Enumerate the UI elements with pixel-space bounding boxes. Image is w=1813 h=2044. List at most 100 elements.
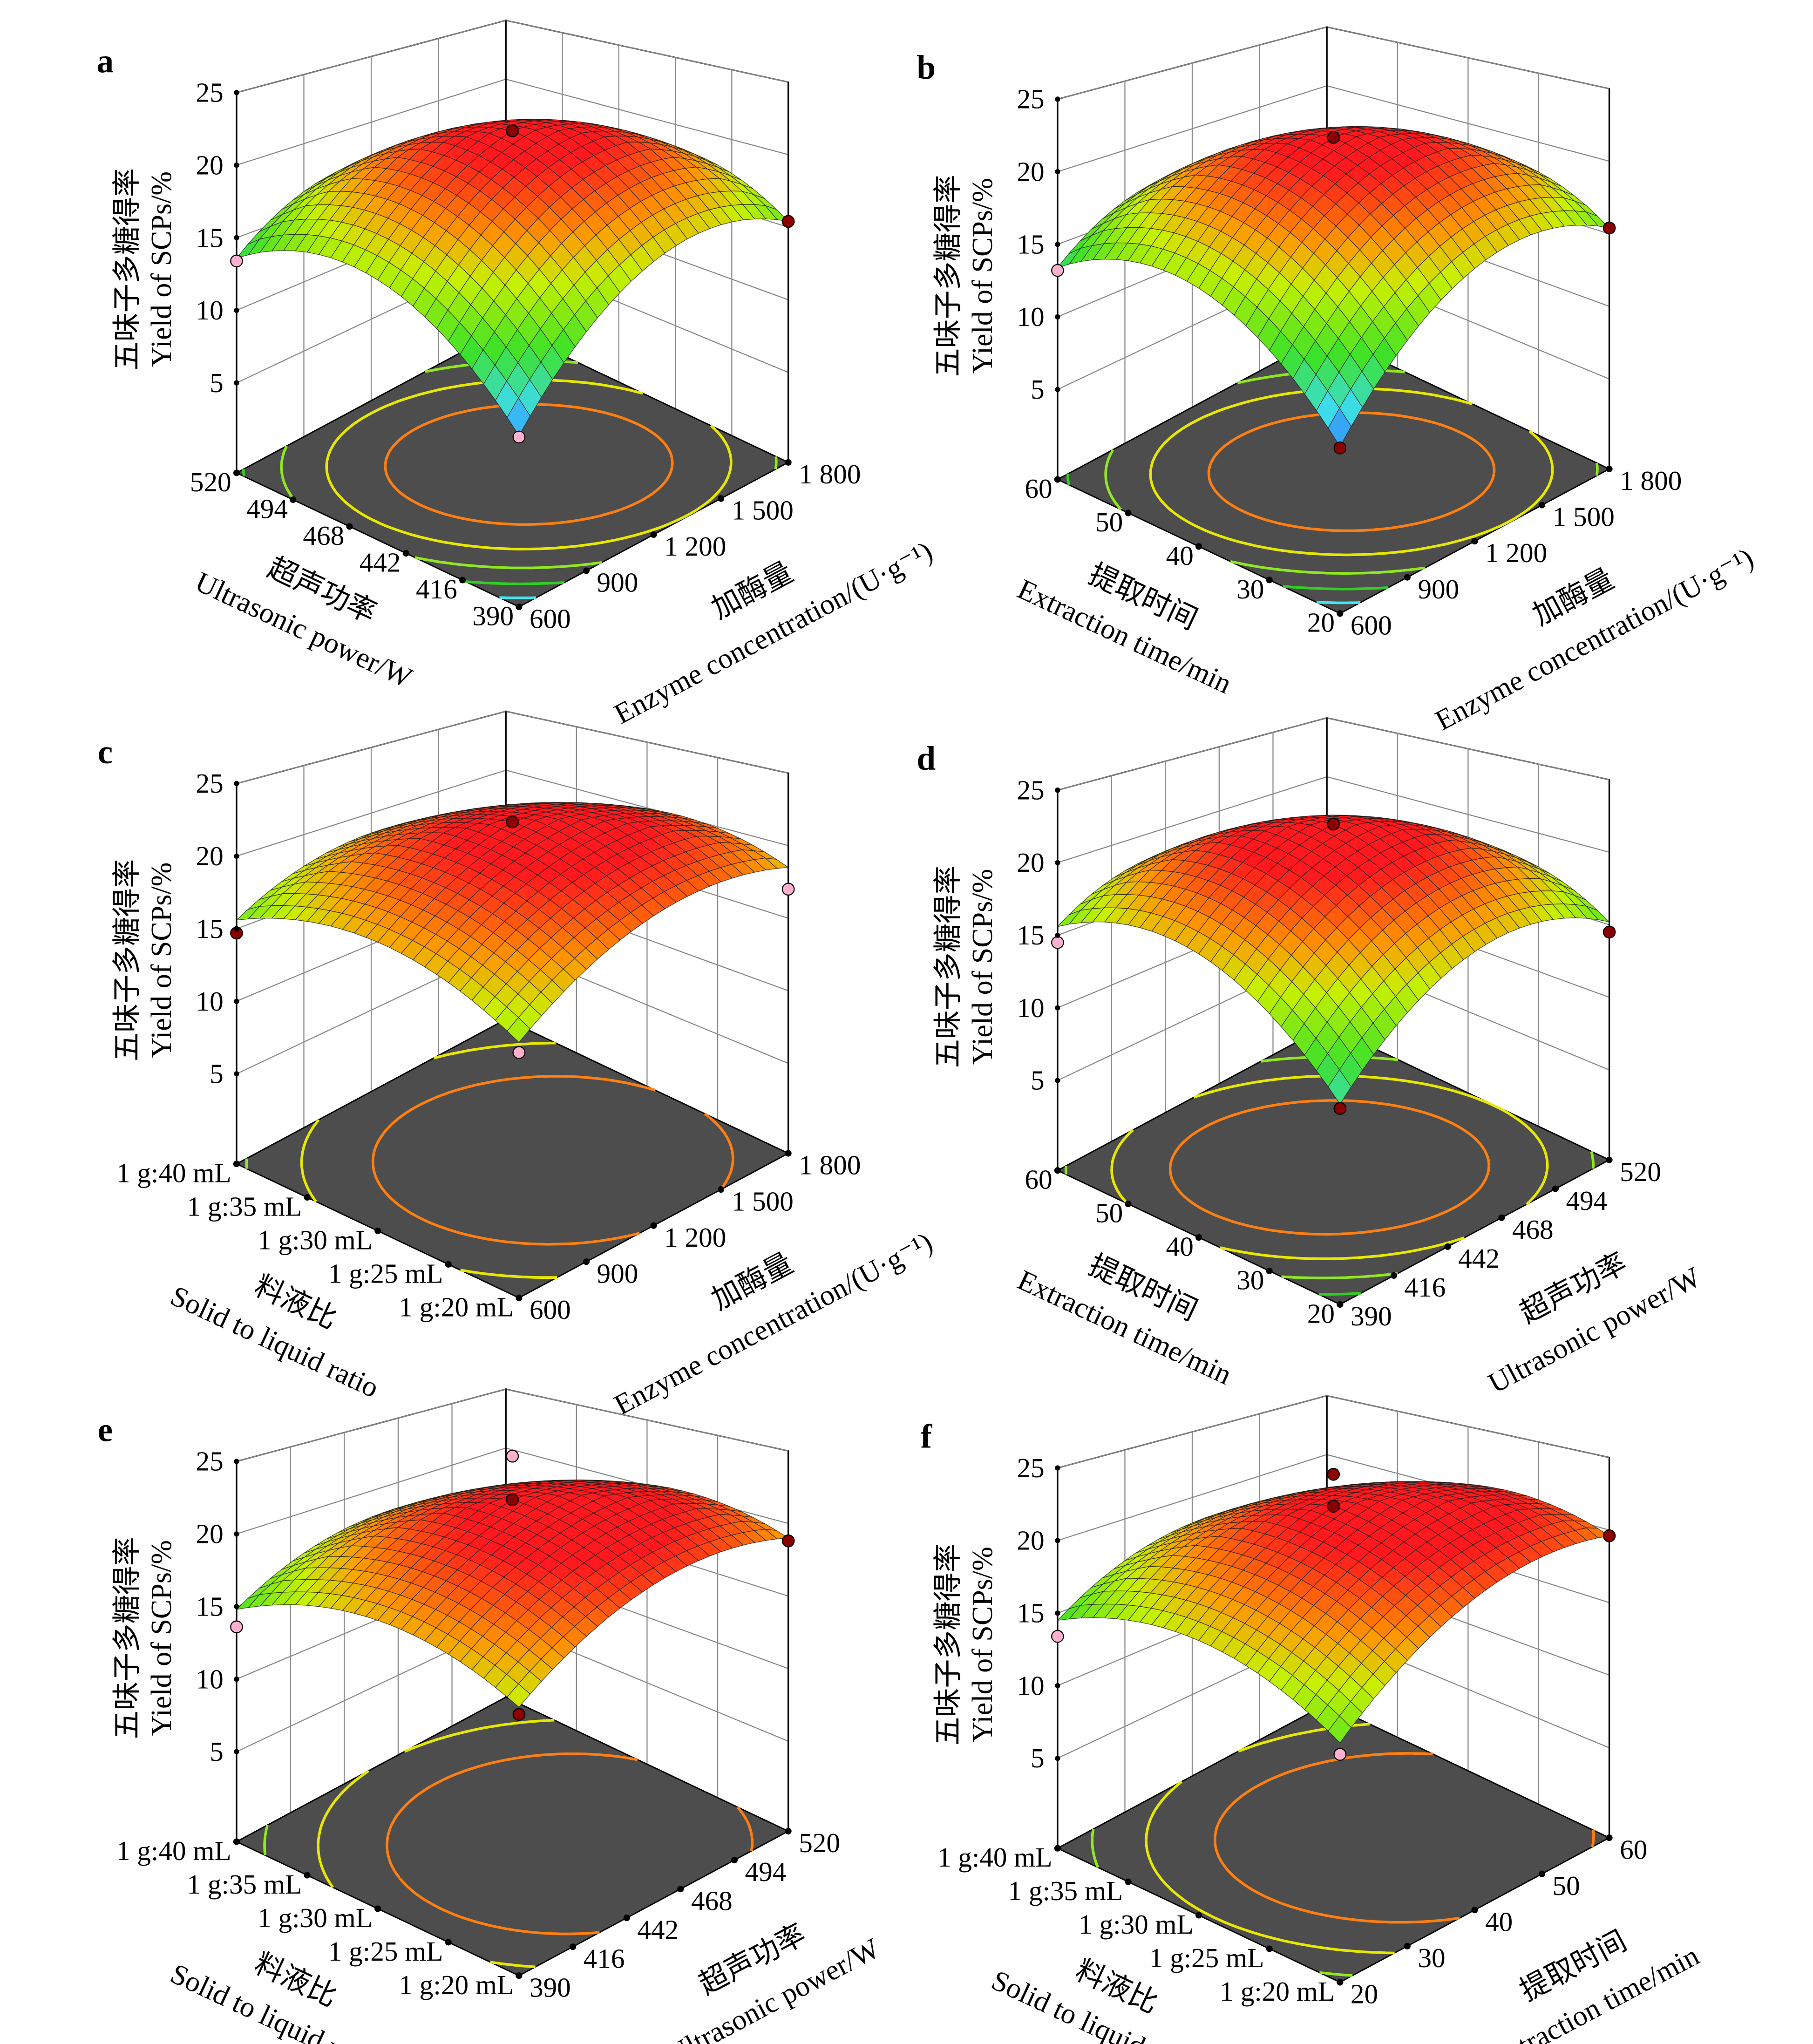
x2-tick-label: 1 500 <box>732 495 794 526</box>
design-point <box>512 1046 526 1059</box>
panel-label: c <box>98 733 113 771</box>
wall-gridline <box>236 20 788 93</box>
x2-tick-label: 600 <box>530 603 571 634</box>
x2-tick-label: 416 <box>584 1943 625 1974</box>
x1-tick-label: 50 <box>1095 507 1123 537</box>
z-tick-label: 15 <box>196 222 224 253</box>
x2-tick-label: 468 <box>691 1885 733 1916</box>
x1-tick-mark <box>1125 509 1132 516</box>
panel-label: f <box>921 1417 933 1455</box>
design-point <box>1327 1500 1340 1513</box>
x2-tick-label: 1 500 <box>1553 502 1615 532</box>
z-tick-label: 5 <box>210 367 224 398</box>
x1-tick-label: 1 g:25 mL <box>1149 1942 1264 1973</box>
z-tick-mark <box>1055 387 1060 392</box>
z-tick-mark <box>1055 96 1060 102</box>
z-axis-title-en: Yield of SCPs/% <box>146 1540 177 1736</box>
panel-label: e <box>98 1411 113 1448</box>
wall-gridline <box>1057 1395 1609 1469</box>
surface-cell <box>1328 1069 1352 1105</box>
x1-tick-label: 40 <box>1166 540 1194 571</box>
response-surface <box>236 802 789 1043</box>
x2-tick-mark <box>1538 1870 1546 1877</box>
contour-line <box>1168 1099 1491 1236</box>
z-tick-mark <box>234 998 239 1004</box>
design-point <box>230 1620 243 1634</box>
x1-tick-mark <box>346 523 353 530</box>
design-point <box>1603 1529 1616 1542</box>
x1-tick-label: 1 g:40 mL <box>116 1835 231 1866</box>
x2-tick-label: 1 200 <box>1485 537 1547 568</box>
x2-tick-mark <box>1606 1156 1613 1163</box>
z-axis-title-cn: 五味子多糖得率 <box>112 1537 143 1739</box>
x2-tick-mark <box>1337 610 1344 617</box>
z-tick-mark <box>234 1749 239 1755</box>
x2-tick-mark <box>583 1258 590 1265</box>
x1-tick-mark <box>1054 1167 1061 1174</box>
x1-tick-mark <box>1054 476 1061 483</box>
z-tick-label: 25 <box>1017 84 1044 115</box>
x2-tick-mark <box>1552 1185 1559 1192</box>
x1-tick-label: 50 <box>1095 1198 1123 1229</box>
x2-tick-mark <box>650 531 657 538</box>
x2-tick-label: 600 <box>530 1294 571 1325</box>
z-tick-label: 25 <box>196 768 224 799</box>
design-point <box>1327 131 1340 144</box>
x2-tick-label: 900 <box>597 567 638 598</box>
x2-tick-mark <box>1606 1834 1613 1841</box>
x2-tick-mark <box>1471 1907 1478 1914</box>
z-tick-label: 15 <box>196 1591 224 1622</box>
x2-tick-mark <box>731 1857 738 1864</box>
contour-line <box>300 1041 557 1279</box>
x2-tick-label: 20 <box>1351 1979 1378 2010</box>
design-point <box>512 1708 526 1721</box>
x2-tick-label: 520 <box>799 1827 840 1858</box>
x2-tick-mark <box>1606 465 1613 473</box>
x1-tick-mark <box>374 1227 381 1235</box>
x1-tick-label: 1 g:25 mL <box>328 1258 443 1289</box>
x2-tick-label: 442 <box>1458 1243 1500 1274</box>
x2-tick-mark <box>1471 538 1478 545</box>
x1-tick-label: 442 <box>360 547 401 578</box>
z-tick-mark <box>1055 1538 1060 1543</box>
x2-tick-mark <box>1404 574 1411 581</box>
z-tick-mark <box>234 781 239 787</box>
x1-tick-mark <box>402 550 409 557</box>
x1-tick-mark <box>233 469 240 476</box>
z-tick-label: 5 <box>210 1736 224 1767</box>
x2-tick-mark <box>516 604 523 611</box>
x2-tick-label: 442 <box>637 1914 679 1945</box>
response-surface <box>236 119 789 436</box>
x2-tick-label: 390 <box>1351 1301 1392 1331</box>
z-tick-label: 10 <box>1017 1670 1044 1701</box>
z-tick-label: 10 <box>196 1664 224 1694</box>
design-point <box>1603 925 1616 939</box>
z-tick-label: 25 <box>196 77 224 108</box>
wall-gridline <box>1057 26 1609 100</box>
x1-tick-label: 20 <box>1307 1298 1335 1329</box>
x2-tick-label: 1 800 <box>1620 465 1682 496</box>
x1-tick-mark <box>1054 1845 1061 1852</box>
surface-cell <box>507 397 531 436</box>
x1-tick-label: 20 <box>1307 607 1335 638</box>
x1-tick-mark <box>1125 1201 1132 1208</box>
design-point <box>781 215 795 228</box>
z-axis-title-cn: 五味子多糖得率 <box>933 175 964 377</box>
z-tick-mark <box>1055 1465 1060 1471</box>
z-tick-label: 15 <box>196 913 224 944</box>
surface-cell <box>507 1017 531 1043</box>
design-point <box>512 430 526 444</box>
x1-tick-label: 468 <box>303 520 344 551</box>
contour-line <box>384 403 674 526</box>
z-axis-title-cn: 五味子多糖得率 <box>112 168 143 370</box>
z-axis-title-cn: 五味子多糖得率 <box>933 866 964 1068</box>
z-tick-label: 10 <box>1017 301 1044 332</box>
x1-tick-label: 520 <box>190 467 231 497</box>
z-tick-mark <box>1055 169 1060 175</box>
panel-d: 5 10 15 20 25 60 50 40 30 20 390 416 442 468 494 520 d 五味… <box>917 717 1706 1399</box>
x1-tick-label: 30 <box>1236 1265 1264 1296</box>
z-tick-mark <box>1055 1683 1060 1689</box>
